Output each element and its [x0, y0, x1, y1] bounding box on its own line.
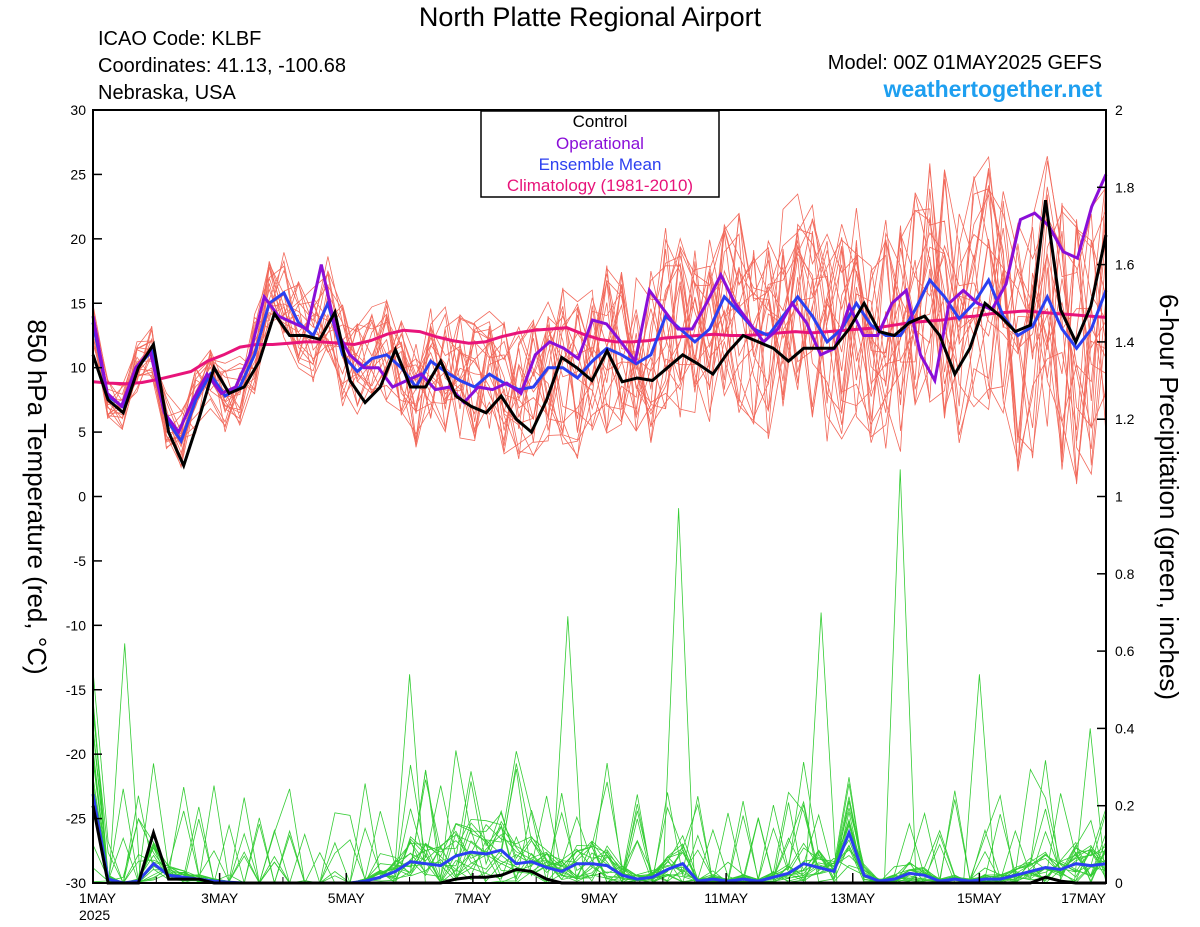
temperature-member-line	[92, 187, 1107, 470]
climatology-line	[92, 309, 1107, 386]
right-tick-label: 2	[1115, 102, 1123, 118]
plot-frame	[92, 109, 1107, 884]
right-tick-label: 1.8	[1115, 179, 1135, 195]
right-tick-label: 0	[1115, 875, 1123, 891]
legend-mean: Ensemble Mean	[539, 155, 662, 174]
control-temperature-line	[91, 199, 1108, 470]
right-tick-label: 0.2	[1115, 798, 1135, 814]
x-tick-label: 11MAY	[704, 890, 748, 906]
left-tick-label: 25	[70, 166, 86, 182]
ensemble-members	[92, 155, 1107, 885]
x-tick-label: 17MAY	[1061, 890, 1107, 906]
ensemble-mean-temperature-line	[91, 276, 1108, 445]
precipitation-member-line	[963, 674, 996, 884]
right-tick-label: 1.4	[1115, 334, 1135, 350]
precipitation-member-line	[92, 731, 1107, 884]
x-tick-label: 15MAY	[957, 890, 1003, 906]
x-tick-label: 1MAY	[79, 890, 117, 906]
precipitation-member-line	[804, 612, 838, 884]
icao-code: ICAO Code: KLBF	[98, 28, 262, 50]
left-tick-label: 0	[78, 489, 86, 505]
left-tick-label: 15	[70, 295, 86, 311]
operational-temperature-line	[91, 173, 1108, 436]
x-tick-year: 2025	[79, 907, 110, 923]
right-tick-label: 0.6	[1115, 643, 1135, 659]
right-tick-label: 1.2	[1115, 411, 1135, 427]
right-tick-label: 1.6	[1115, 257, 1135, 273]
x-tick-label: 7MAY	[454, 890, 492, 906]
right-tick-label: 1	[1115, 489, 1123, 505]
left-tick-label: 10	[70, 360, 86, 376]
x-tick-label: 3MAY	[201, 890, 239, 906]
precipitation-member-line	[551, 616, 585, 884]
precipitation-member-line	[108, 643, 141, 884]
left-tick-label: -30	[66, 875, 86, 891]
right-tick-label: 0.4	[1115, 720, 1135, 736]
right-tick-label: 0.8	[1115, 566, 1135, 582]
left-tick-label: -20	[66, 746, 86, 762]
site-link[interactable]: weathertogether.net	[883, 76, 1102, 102]
left-tick-label: 5	[78, 424, 86, 440]
chart-title: North Platte Regional Airport	[418, 2, 762, 32]
x-tick-label: 5MAY	[328, 890, 366, 906]
precipitation-member-line	[884, 469, 917, 884]
precipitation-member-line	[1073, 728, 1107, 884]
legend-climatology: Climatology (1981-2010)	[507, 176, 693, 195]
precipitation-member-line	[393, 674, 426, 884]
legend-control: Control	[573, 112, 628, 131]
model-run: Model: 00Z 01MAY2025 GEFS	[827, 52, 1102, 74]
temperature-member-line	[92, 171, 1107, 462]
left-tick-label: -10	[66, 617, 86, 633]
left-axis-label: 850 hPa Temperature (red, °C)	[22, 319, 52, 674]
ensemble-mean-precipitation-line	[91, 793, 1107, 885]
precipitation-member-line	[92, 700, 1107, 884]
x-tick-label: 9MAY	[581, 890, 619, 906]
left-tick-label: 30	[70, 102, 86, 118]
legend-operational: Operational	[556, 134, 644, 153]
left-tick-label: -5	[74, 553, 87, 569]
precipitation-member-line	[92, 670, 1107, 884]
legend-box: Control Operational Ensemble Mean Climat…	[480, 110, 720, 198]
left-tick-label: -25	[66, 811, 86, 827]
precipitation-member-line	[92, 792, 1107, 884]
right-axis-label: 6-hour Precipitation (green, inches)	[1154, 294, 1184, 700]
coordinates: Coordinates: 41.13, -100.68	[98, 55, 346, 77]
left-tick-label: 20	[70, 231, 86, 247]
location: Nebraska, USA	[98, 82, 236, 104]
x-tick-label: 13MAY	[830, 890, 876, 906]
left-tick-label: -15	[66, 682, 86, 698]
precipitation-member-line	[662, 508, 695, 884]
